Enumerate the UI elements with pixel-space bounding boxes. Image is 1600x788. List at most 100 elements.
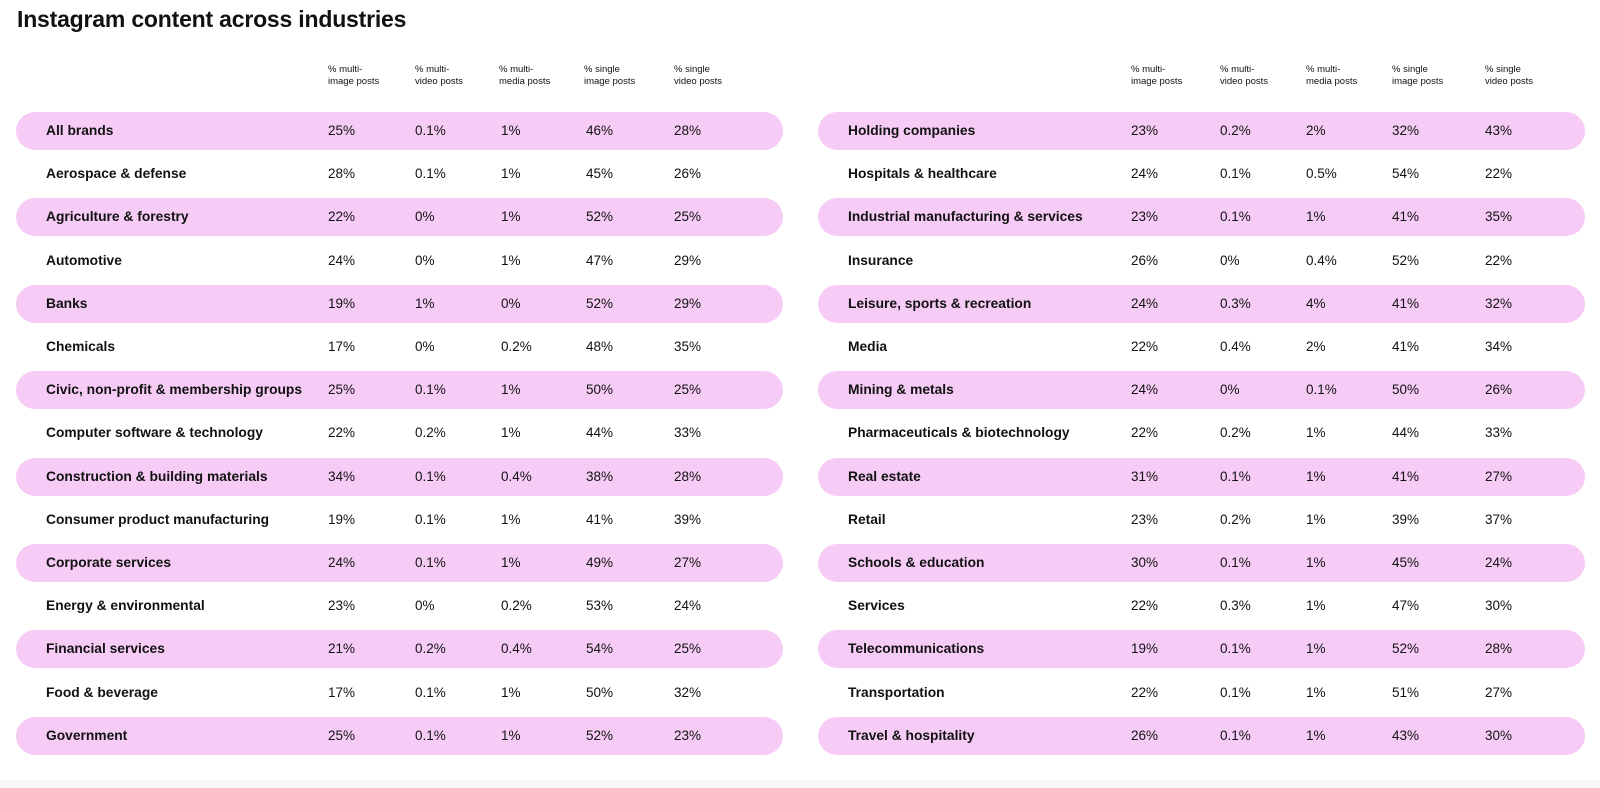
row-label: Chemicals bbox=[46, 339, 116, 354]
value-cell: 0.5% bbox=[1306, 166, 1337, 182]
row-label: Computer software & technology bbox=[46, 425, 263, 441]
table-row: Travel & hospitality 26% 0.1% 1% 43% 30% bbox=[818, 716, 1585, 755]
value-cell: 50% bbox=[586, 382, 614, 398]
value-cell: 1% bbox=[501, 425, 521, 441]
column-header-line: image posts bbox=[1131, 76, 1183, 87]
value-cell: 0.1% bbox=[415, 166, 446, 182]
value-cell: 17% bbox=[328, 339, 356, 354]
column-header-line: % multi- bbox=[328, 64, 363, 75]
row-label: Travel & hospitality bbox=[848, 727, 975, 743]
value-cell: 51% bbox=[1392, 684, 1420, 700]
value-cell: 1% bbox=[1306, 511, 1326, 527]
value-cell: 53% bbox=[586, 598, 614, 614]
value-cell: 54% bbox=[1392, 166, 1420, 182]
column-header-line: % multi- bbox=[499, 64, 534, 75]
value-cell: 1% bbox=[501, 166, 521, 182]
value-cell: 0.1% bbox=[1220, 468, 1251, 484]
value-cell: 0.1% bbox=[415, 123, 446, 138]
row-label: Banks bbox=[46, 295, 88, 311]
value-cell: 0.1% bbox=[1220, 209, 1251, 225]
value-cell: 0.1% bbox=[1220, 727, 1251, 743]
row-label: Holding companies bbox=[848, 123, 976, 138]
value-cell: 30% bbox=[1485, 598, 1513, 614]
value-cell: 48% bbox=[586, 339, 614, 354]
value-cell: 28% bbox=[674, 468, 702, 484]
column-header-line: video posts bbox=[1485, 76, 1534, 87]
value-cell: 30% bbox=[1131, 555, 1159, 570]
value-cell: 0% bbox=[1220, 382, 1240, 398]
value-cell: 45% bbox=[586, 166, 614, 182]
table-row: Retail 23% 0.2% 1% 39% 37% bbox=[818, 501, 1585, 539]
value-cell: 41% bbox=[1392, 468, 1420, 484]
row-label: Industrial manufacturing & services bbox=[848, 209, 1083, 225]
value-cell: 0.3% bbox=[1220, 295, 1251, 311]
value-cell: 22% bbox=[328, 209, 356, 225]
value-cell: 52% bbox=[586, 727, 614, 743]
value-cell: 52% bbox=[1392, 252, 1420, 268]
value-cell: 38% bbox=[586, 468, 614, 484]
value-cell: 0.2% bbox=[501, 339, 532, 354]
row-label: Consumer product manufacturing bbox=[46, 511, 270, 527]
value-cell: 35% bbox=[1485, 209, 1513, 225]
row-label: Leisure, sports & recreation bbox=[848, 295, 1032, 311]
column-header: % single image posts bbox=[584, 64, 654, 88]
value-cell: 23% bbox=[674, 727, 702, 743]
value-cell: 47% bbox=[586, 252, 614, 268]
table-row: Real estate 31% 0.1% 1% 41% 27% bbox=[818, 457, 1585, 496]
value-cell: 23% bbox=[328, 598, 356, 614]
value-cell: 0% bbox=[415, 209, 435, 225]
value-cell: 22% bbox=[1485, 252, 1513, 268]
value-cell: 0.4% bbox=[501, 641, 532, 657]
column-header-line: video posts bbox=[415, 76, 464, 87]
value-cell: 1% bbox=[501, 684, 521, 700]
value-cell: 25% bbox=[674, 641, 702, 657]
row-label: Retail bbox=[848, 511, 886, 527]
value-cell: 35% bbox=[674, 339, 702, 354]
value-cell: 27% bbox=[1485, 684, 1513, 700]
value-cell: 0.3% bbox=[1220, 598, 1251, 614]
row-label: Pharmaceuticals & biotechnology bbox=[848, 425, 1070, 441]
column-header-line: % multi- bbox=[1306, 64, 1341, 75]
row-label: Food & beverage bbox=[46, 684, 158, 700]
value-cell: 44% bbox=[1392, 425, 1420, 441]
value-cell: 0.2% bbox=[501, 598, 532, 614]
value-cell: 0% bbox=[501, 295, 521, 311]
table-row: Computer software & technology 22% 0.2% 1% 4… bbox=[16, 414, 783, 452]
column-header-line: video posts bbox=[1220, 76, 1269, 87]
column-header-line: media posts bbox=[499, 76, 551, 87]
value-cell: 19% bbox=[328, 295, 356, 311]
value-cell: 24% bbox=[1131, 382, 1159, 398]
value-cell: 43% bbox=[1392, 727, 1420, 743]
table-row: Banks 19% 1% 0% 52% 29% bbox=[16, 284, 783, 323]
value-cell: 23% bbox=[1131, 209, 1159, 225]
value-cell: 1% bbox=[501, 727, 521, 743]
row-label: Government bbox=[46, 727, 128, 743]
value-cell: 23% bbox=[1131, 511, 1159, 527]
value-cell: 0.4% bbox=[1306, 252, 1337, 268]
row-label: Civic, non-profit & membership groups bbox=[46, 382, 303, 398]
column-header-line: image posts bbox=[1392, 76, 1444, 87]
value-cell: 26% bbox=[674, 166, 702, 182]
table-row: Transportation 22% 0.1% 1% 51% 27% bbox=[818, 674, 1585, 712]
value-cell: 1% bbox=[1306, 209, 1326, 225]
value-cell: 0% bbox=[415, 598, 435, 614]
value-cell: 30% bbox=[1485, 727, 1513, 743]
value-cell: 1% bbox=[1306, 727, 1326, 743]
table-row: Food & beverage 17% 0.1% 1% 50% 32% bbox=[16, 674, 783, 712]
column-header-line: video posts bbox=[674, 76, 723, 87]
table-row: Civic, non-profit & membership groups 25%… bbox=[16, 371, 783, 410]
value-cell: 19% bbox=[1131, 641, 1159, 657]
value-cell: 24% bbox=[1131, 166, 1159, 182]
value-cell: 27% bbox=[1485, 468, 1513, 484]
value-cell: 32% bbox=[674, 684, 702, 700]
value-cell: 41% bbox=[1392, 295, 1420, 311]
value-cell: 0.1% bbox=[415, 382, 446, 398]
value-cell: 22% bbox=[1131, 684, 1159, 700]
value-cell: 25% bbox=[328, 382, 356, 398]
table-row: Agriculture & forestry 22% 0% 1% 52% 25% bbox=[16, 198, 783, 237]
value-cell: 0.1% bbox=[1220, 641, 1251, 657]
row-label: Media bbox=[848, 339, 888, 354]
value-cell: 1% bbox=[1306, 425, 1326, 441]
value-cell: 0.2% bbox=[1220, 123, 1251, 138]
column-header-line: % multi- bbox=[1220, 64, 1255, 75]
